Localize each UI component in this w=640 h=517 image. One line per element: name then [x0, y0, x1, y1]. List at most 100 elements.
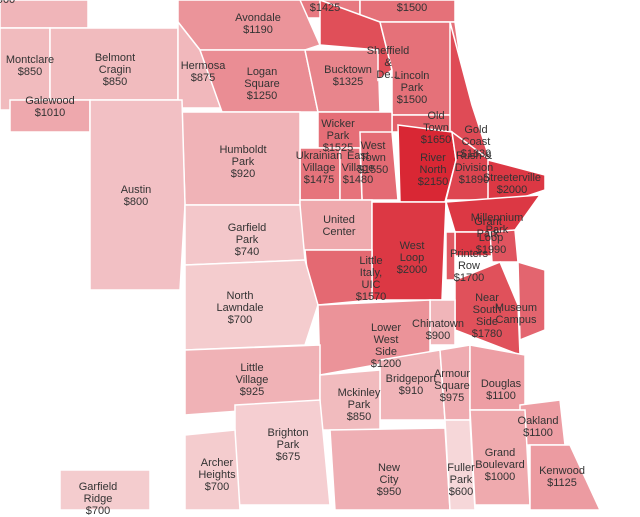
label-line: $1480 [342, 174, 374, 186]
label-line: Side [374, 346, 398, 358]
label-belmont: Belmont Cragin $850 [95, 52, 135, 88]
label-line: North [419, 164, 447, 176]
label-line: Park [231, 156, 255, 168]
neighborhood-garfieldridge[interactable] [59, 469, 151, 510]
label-line: $600 [448, 486, 474, 498]
label-wickerpark: Wicker Park $1525 [321, 118, 355, 154]
label-line: $1475 [303, 174, 335, 186]
label-line: $1830 [460, 148, 492, 160]
label-line: Brighton [267, 427, 309, 439]
label-line: $950 [376, 486, 402, 498]
label-sheffield: Sheffield & De... [367, 45, 410, 81]
label-line: De... [376, 69, 400, 81]
label-line: Side [475, 316, 499, 328]
label-line: $850 [102, 76, 128, 88]
label-line: Park [476, 228, 500, 240]
label-line: Streeterville [482, 172, 542, 184]
label-line: Montclare [5, 54, 55, 66]
label-line: City [379, 474, 399, 486]
label-line: Printers [450, 248, 488, 260]
label-littlevillage: Little Village $925 [236, 362, 269, 398]
label-line: Archer [200, 457, 234, 469]
label-line: Oakland [517, 415, 559, 427]
label-line: $910 [398, 385, 424, 397]
label-line: $740 [234, 246, 260, 258]
label-line: Park [485, 224, 509, 236]
label-line: $1990 [475, 244, 507, 256]
label-line: United [323, 214, 355, 226]
label-line: Park [347, 399, 371, 411]
label-line: $1125 [547, 477, 577, 489]
label-humboldt: Humboldt Park $920 [219, 144, 266, 180]
label-line: Campus [495, 314, 537, 326]
label-grantpark: Grant Park [474, 216, 502, 240]
label-line: $975 [439, 392, 465, 404]
label-line: $1780 [471, 328, 503, 340]
label-line: Austin [120, 184, 152, 196]
label-line: West [360, 140, 386, 152]
neighborhood-newcity[interactable] [329, 427, 451, 510]
label-garfieldpark: Garfield Park $740 [228, 222, 267, 258]
label-line: $1550 [357, 164, 389, 176]
label-line: Bucktown [324, 64, 372, 76]
label-museum: Museum Campus [495, 302, 537, 326]
label-line: Lower [371, 322, 401, 334]
label-line: River [420, 152, 446, 164]
label-line: $1650 [420, 134, 452, 146]
label-oakland: Oakland $1100 [518, 415, 559, 439]
label-n1425: $1425 [310, 2, 341, 14]
label-n1500top: $1500 [397, 2, 428, 14]
label-line: $1700 [453, 272, 485, 284]
label-line: $1325 [332, 76, 364, 88]
label-line: South [472, 304, 502, 316]
label-line: $1500 [396, 2, 428, 14]
label-rivernorth: River North $2150 [418, 152, 449, 188]
neighborhood-museum[interactable] [517, 260, 546, 342]
label-n0: 900 [0, 0, 15, 6]
label-line: Ridge [83, 493, 113, 505]
label-line: Division [454, 162, 494, 174]
label-line: $700 [204, 481, 230, 493]
label-avondale: Avondale $1190 [235, 12, 281, 36]
label-line: Loop [478, 232, 504, 244]
label-line: Little [359, 255, 383, 267]
label-line: Fuller [447, 462, 475, 474]
label-line: Park [326, 130, 350, 142]
label-line: Wicker [321, 118, 355, 130]
neighborhood-kenwood[interactable] [529, 444, 601, 510]
label-line: Town [423, 122, 449, 134]
neighborhood-fuller[interactable] [444, 419, 476, 510]
label-line: Mckinley [337, 387, 381, 399]
label-line: Cragin [98, 64, 132, 76]
label-line: Park [400, 82, 424, 94]
label-mckinley: Mckinley Park $850 [338, 387, 381, 423]
label-line: $800 [123, 196, 149, 208]
label-line: $925 [239, 386, 265, 398]
label-line: Park [276, 439, 300, 451]
label-grandblvd: Grand Boulevard $1000 [475, 447, 525, 483]
label-line: Hermosa [180, 60, 226, 72]
label-line: Rush & [455, 150, 493, 162]
label-littleitaly: Little Italy, UIC $1570 [356, 255, 387, 303]
label-fuller: Fuller Park $600 [447, 462, 475, 498]
label-douglas: Douglas $1100 [481, 378, 521, 402]
label-line: $1010 [34, 107, 66, 119]
label-garfieldridge: Garfield Ridge $700 [79, 481, 118, 517]
label-line: Grant [474, 216, 502, 228]
neighborhood-archer[interactable] [184, 429, 241, 510]
label-line: $1425 [309, 2, 341, 14]
label-line: Village [302, 162, 336, 174]
label-line: $1000 [484, 471, 516, 483]
label-eastvillage: East Village $1480 [342, 150, 375, 186]
label-line: Town [360, 152, 386, 164]
label-line: Bridgeport [385, 373, 437, 385]
neighborhood-hermosa[interactable] [177, 19, 224, 109]
label-line: $900 [425, 330, 451, 342]
label-line: $700 [227, 314, 253, 326]
label-line: $850 [346, 411, 372, 423]
label-line: West [399, 240, 425, 252]
label-line: Old [427, 110, 445, 122]
neighborhood-northlawndale[interactable] [184, 259, 319, 351]
neighborhood-austin[interactable] [89, 99, 186, 291]
